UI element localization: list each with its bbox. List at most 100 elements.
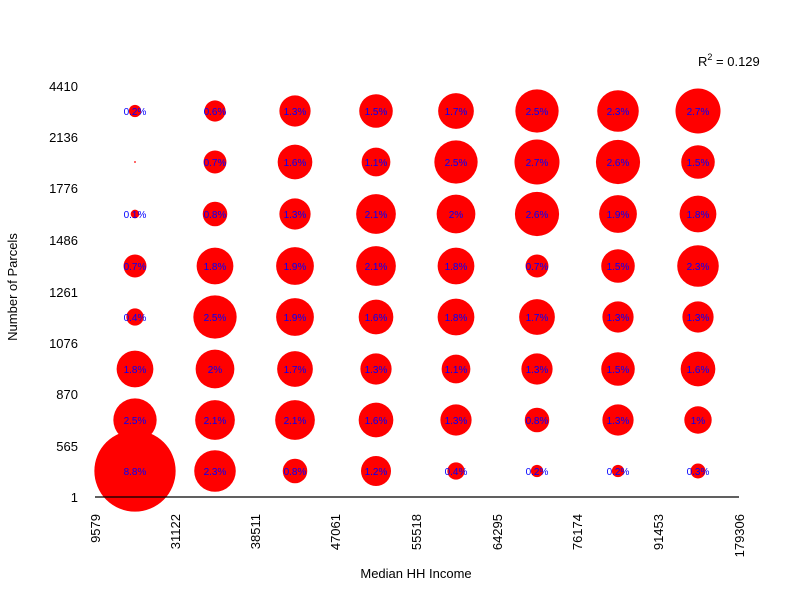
bubble [277, 351, 313, 387]
bubble [599, 195, 637, 233]
bubble-value-label: 0.3% [687, 467, 710, 478]
bubble [447, 462, 465, 480]
bubble [358, 299, 394, 335]
bubble-value-label: 2.1% [284, 416, 307, 427]
x-tick-label: 55518 [409, 514, 424, 550]
bubble [681, 145, 715, 179]
bubble-value-label: 0.4% [124, 313, 147, 324]
bubble-value-label: 1.5% [607, 365, 630, 376]
bubble [597, 90, 639, 132]
bubble [276, 298, 314, 336]
bubble-value-label: 1.7% [526, 313, 549, 324]
bubble-value-label: 1.3% [284, 210, 307, 221]
y-tick-label: 2136 [49, 130, 78, 145]
bubble [440, 404, 472, 436]
bubble [130, 209, 140, 219]
bubble-value-label: 1.8% [445, 262, 468, 273]
bubble-value-label: 0.1% [124, 210, 147, 221]
bubble-value-label: 8.8% [124, 467, 147, 478]
bubble-value-label: 1.5% [687, 158, 710, 169]
bubble-value-label: 1.3% [365, 365, 388, 376]
bubble [602, 404, 634, 436]
bubble [436, 194, 476, 234]
y-tick-label: 1776 [49, 181, 78, 196]
bubble-value-label: 0.7% [204, 158, 227, 169]
bubble [521, 353, 553, 385]
bubble-value-label: 0.2% [607, 467, 630, 478]
bubble [128, 104, 142, 118]
bubble [525, 254, 549, 278]
bubble [203, 150, 227, 174]
bubble-value-label: 1.3% [687, 313, 710, 324]
bubble-value-label: 0.4% [445, 467, 468, 478]
bubble-value-label: 2.5% [526, 107, 549, 118]
bubble [195, 349, 235, 389]
y-tick-labels: 1 565 870 1076 1261 1486 1776 2136 4410 [49, 79, 78, 505]
y-axis-title: Number of Parcels [5, 233, 20, 341]
bubble-value-label: 2.7% [687, 107, 710, 118]
bubble-value-label: 0.7% [124, 262, 147, 273]
bubble-value-label: 1.6% [687, 365, 710, 376]
bubble-value-label: 1.6% [365, 416, 388, 427]
bubble-value-label: 1.5% [607, 262, 630, 273]
bubble [530, 464, 544, 478]
bubble [677, 245, 719, 287]
x-tick-label: 38511 [248, 514, 263, 549]
bubble-value-label: 0.6% [204, 107, 227, 118]
bubble [275, 400, 315, 440]
bubble [195, 400, 235, 440]
bubble [601, 249, 635, 283]
y-tick-label: 870 [56, 387, 78, 402]
bubble [601, 352, 635, 386]
bubble [123, 254, 147, 278]
bubble-value-label: 1.2% [365, 467, 388, 478]
bubble-value-label: 1.9% [607, 210, 630, 221]
x-tick-label: 64295 [490, 514, 505, 550]
bubble-value-label: 2.3% [204, 467, 227, 478]
bubble [519, 299, 555, 335]
bubble-value-label: 2.3% [607, 107, 630, 118]
bubble [595, 139, 641, 185]
bubble-value-label: 2.6% [526, 210, 549, 221]
y-tick-label: 1 [71, 490, 78, 505]
bubble-value-label: 2.3% [687, 262, 710, 273]
bubble [441, 354, 471, 384]
bubble-value-label: 1.3% [607, 416, 630, 427]
bubble [193, 295, 237, 339]
bubble-value-label: 1.3% [445, 416, 468, 427]
bubble-value-label: 1.7% [445, 107, 468, 118]
bubble-value-label: 2.1% [204, 416, 227, 427]
bubble [514, 191, 560, 237]
bubble [514, 139, 560, 185]
x-tick-label: 91453 [651, 514, 666, 550]
bubble [279, 95, 311, 127]
bubble [360, 455, 392, 487]
x-tick-label: 179306 [732, 514, 747, 557]
bubble [679, 195, 717, 233]
bubble-value-label: 1.1% [365, 158, 388, 169]
bubble [202, 201, 228, 227]
bubble [356, 246, 396, 286]
x-axis-title: Median HH Income [360, 566, 471, 581]
bubble [611, 464, 625, 478]
bubble-value-label: 1.7% [284, 365, 307, 376]
bubble [204, 100, 226, 122]
bubble-value-label: 2.7% [526, 158, 549, 169]
y-tick-label: 4410 [49, 79, 78, 94]
r-squared-annotation: R2 = 0.129 [698, 52, 760, 69]
bubble-value-label: 1.6% [365, 313, 388, 324]
y-tick-label: 1076 [49, 336, 78, 351]
bubble-value-label: 1.8% [204, 262, 227, 273]
bubble [682, 301, 714, 333]
bubble [680, 351, 716, 387]
bubble [684, 406, 712, 434]
bubble-value-label: 1.6% [284, 158, 307, 169]
bubble-value-label: 2.5% [204, 313, 227, 324]
bubble-value-label: 1.3% [526, 365, 549, 376]
bubble-value-label: 0.2% [124, 107, 147, 118]
y-tick-label: 1486 [49, 233, 78, 248]
bubble-value-label: 1.1% [445, 365, 468, 376]
bubble-value-label: 0.8% [204, 210, 227, 221]
bubble [277, 144, 313, 180]
